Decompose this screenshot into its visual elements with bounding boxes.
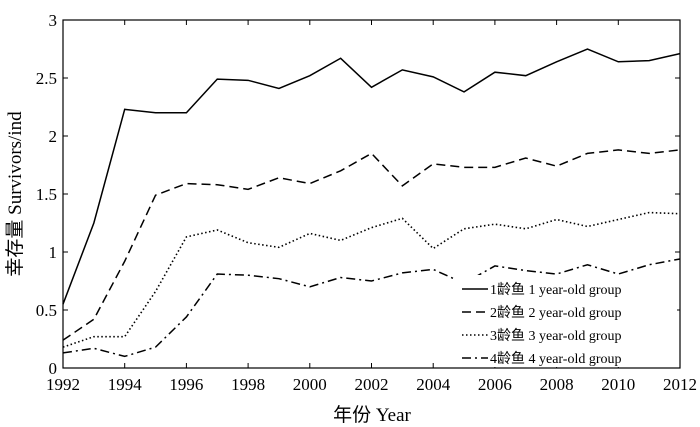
legend-item: 2龄鱼 2 year-old group [462, 304, 622, 321]
x-tick-label: 2002 [355, 375, 389, 394]
series-line-4yr [62, 258, 681, 358]
x-tick-label: 1998 [231, 375, 265, 394]
legend-item: 1龄鱼 1 year-old group [462, 281, 622, 298]
y-tick-label: 1 [49, 243, 58, 262]
legend-label-1yr: 1龄鱼 1 year-old group [490, 281, 622, 298]
x-tick-label: 2006 [478, 375, 512, 394]
y-tick-label: 0 [49, 359, 58, 378]
legend-item: 4龄鱼 4 year-old group [462, 350, 622, 367]
y-tick-labels: 0 0.5 1 1.5 2 2.5 3 [36, 11, 57, 378]
legend-label-4yr: 4龄鱼 4 year-old group [490, 350, 622, 367]
x-tick-label: 2000 [293, 375, 327, 394]
legend-box [455, 275, 677, 367]
plot-frame [62, 19, 681, 369]
legend: 1龄鱼 1 year-old group 2龄鱼 2 year-old grou… [455, 275, 677, 367]
x-tick-label: 2010 [601, 375, 635, 394]
series-layer [62, 48, 681, 358]
y-tick-label: 3 [49, 11, 58, 30]
series-line-2yr [62, 149, 681, 341]
y-tick-label: 2 [49, 127, 58, 146]
x-tick-label: 2008 [540, 375, 574, 394]
y-tick-label: 0.5 [36, 301, 57, 320]
x-axis-title: 年份 Year [333, 404, 411, 426]
legend-label-2yr: 2龄鱼 2 year-old group [490, 304, 622, 321]
x-tick-label: 2012 [663, 375, 697, 394]
y-axis-title: 幸存量 Survivors/ind [4, 111, 26, 277]
series-line-1yr [62, 48, 681, 305]
legend-item: 3龄鱼 3 year-old group [462, 327, 622, 344]
y-tick-label: 2.5 [36, 69, 57, 88]
x-tick-label: 2004 [416, 375, 451, 394]
x-tick-labels: 1992 1994 1996 1998 2000 2002 2004 2006 2008 2010… [46, 375, 697, 394]
x-tick-label: 1996 [169, 375, 203, 394]
y-tick-label: 1.5 [36, 185, 57, 204]
legend-label-3yr: 3龄鱼 3 year-old group [490, 327, 622, 344]
x-tick-label: 1992 [46, 375, 80, 394]
x-tick-label: 1994 [108, 375, 143, 394]
